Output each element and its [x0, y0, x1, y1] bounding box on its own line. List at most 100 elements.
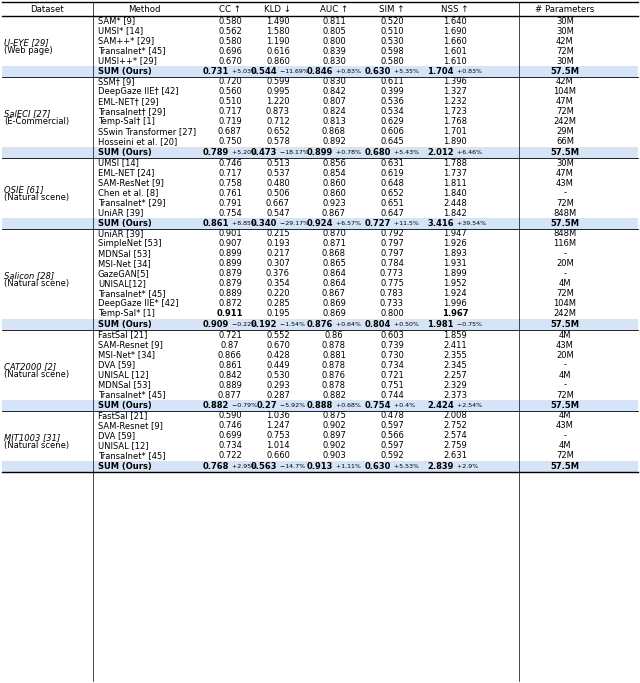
Text: 0.720: 0.720	[218, 77, 242, 87]
Text: Dataset: Dataset	[30, 5, 64, 14]
Text: −5.92%: −5.92%	[278, 403, 305, 408]
Text: 43M: 43M	[556, 341, 574, 350]
Text: 0.864: 0.864	[322, 279, 346, 288]
Text: 0.680: 0.680	[365, 148, 391, 157]
Text: 0.744: 0.744	[380, 391, 404, 400]
Text: −1.54%: −1.54%	[278, 322, 305, 327]
Text: 0.867: 0.867	[322, 208, 346, 217]
Text: 1.981: 1.981	[428, 320, 454, 329]
Text: 0.860: 0.860	[322, 189, 346, 197]
Text: 0.652: 0.652	[380, 189, 404, 197]
Text: +0.64%: +0.64%	[334, 322, 361, 327]
Text: 0.730: 0.730	[380, 350, 404, 359]
Text: 0.552: 0.552	[266, 331, 290, 339]
Text: 0.901: 0.901	[218, 229, 242, 238]
Text: 0.510: 0.510	[380, 27, 404, 36]
Text: SIM ↑: SIM ↑	[380, 5, 404, 14]
Text: 42M: 42M	[556, 36, 574, 46]
Text: 0.876: 0.876	[307, 320, 333, 329]
Bar	[2, 66, 638, 76]
Text: 0.354: 0.354	[266, 279, 290, 288]
Text: +0.50%: +0.50%	[392, 322, 419, 327]
Text: 0.872: 0.872	[218, 300, 242, 309]
Text: (E-Commercial): (E-Commercial)	[4, 117, 69, 126]
Text: 0.888: 0.888	[307, 401, 333, 410]
Text: 0.869: 0.869	[322, 309, 346, 318]
Text: 47M: 47M	[556, 169, 574, 178]
Text: +5.43%: +5.43%	[392, 150, 419, 155]
Text: +0.78%: +0.78%	[334, 150, 361, 155]
Text: 2.574: 2.574	[443, 432, 467, 441]
Text: DeepGaze IIE† [42]: DeepGaze IIE† [42]	[98, 87, 179, 96]
Text: SUM (Ours): SUM (Ours)	[98, 219, 152, 228]
Text: 0.193: 0.193	[266, 240, 290, 249]
Text: 0.603: 0.603	[380, 331, 404, 339]
Text: Transalnet* [45]: Transalnet* [45]	[98, 46, 166, 55]
Text: 0.376: 0.376	[266, 270, 290, 279]
Text: 2.411: 2.411	[443, 341, 467, 350]
Text: SUM (Ours): SUM (Ours)	[98, 401, 152, 410]
Text: +8.85%: +8.85%	[230, 221, 257, 226]
Text: OSIE [61]: OSIE [61]	[4, 185, 44, 194]
Text: 72M: 72M	[556, 46, 574, 55]
Text: 0.873: 0.873	[266, 107, 290, 117]
Text: 1.840: 1.840	[443, 189, 467, 197]
Text: 1.490: 1.490	[266, 16, 290, 25]
Text: 242M: 242M	[554, 117, 577, 126]
Text: NSS ↑: NSS ↑	[441, 5, 468, 14]
Text: SAM* [9]: SAM* [9]	[98, 16, 135, 25]
Text: +2.95%: +2.95%	[230, 464, 257, 469]
Text: 0.687: 0.687	[218, 128, 242, 137]
Text: 0.340: 0.340	[251, 219, 277, 228]
Text: 43M: 43M	[556, 178, 574, 188]
Text: SimpleNet [53]: SimpleNet [53]	[98, 240, 161, 249]
Text: 57.5M: 57.5M	[550, 401, 579, 410]
Text: 0.754: 0.754	[218, 208, 242, 217]
Text: 72M: 72M	[556, 107, 574, 117]
Text: 1.768: 1.768	[443, 117, 467, 126]
Text: 0.913: 0.913	[307, 462, 333, 471]
Text: 1.601: 1.601	[443, 46, 467, 55]
Text: +0.4%: +0.4%	[392, 403, 415, 408]
Text: SUM (Ours): SUM (Ours)	[98, 462, 152, 471]
Text: (Natural scene): (Natural scene)	[4, 193, 69, 202]
Text: 0.889: 0.889	[218, 380, 242, 389]
Text: 0.478: 0.478	[380, 411, 404, 421]
Text: 0.924: 0.924	[307, 219, 333, 228]
Text: 0.506: 0.506	[266, 189, 290, 197]
Text: 1.931: 1.931	[443, 260, 467, 268]
Text: 0.909: 0.909	[203, 320, 229, 329]
Text: -: -	[563, 432, 566, 441]
Text: 0.875: 0.875	[322, 411, 346, 421]
Text: 0.907: 0.907	[218, 240, 242, 249]
Text: 0.285: 0.285	[266, 300, 290, 309]
Text: 1.893: 1.893	[443, 249, 467, 258]
Text: 0.923: 0.923	[322, 199, 346, 208]
Text: +6.57%: +6.57%	[334, 221, 361, 226]
Text: 0.861: 0.861	[218, 361, 242, 370]
Text: 0.592: 0.592	[380, 451, 404, 460]
Text: 0.717: 0.717	[218, 169, 242, 178]
Text: 2.424: 2.424	[428, 401, 454, 410]
Text: 0.647: 0.647	[380, 208, 404, 217]
Text: 2.329: 2.329	[443, 380, 467, 389]
Text: +0.83%: +0.83%	[334, 69, 361, 74]
Text: 30M: 30M	[556, 57, 574, 66]
Text: 4M: 4M	[559, 441, 572, 451]
Text: 0.619: 0.619	[380, 169, 404, 178]
Text: 848M: 848M	[554, 208, 577, 217]
Text: EML-NET [24]: EML-NET [24]	[98, 169, 154, 178]
Text: 2.345: 2.345	[443, 361, 467, 370]
Text: 0.449: 0.449	[266, 361, 290, 370]
Text: Transalnet* [45]: Transalnet* [45]	[98, 391, 166, 400]
Text: 72M: 72M	[556, 391, 574, 400]
Text: −0.79%: −0.79%	[230, 403, 257, 408]
Text: 0.630: 0.630	[365, 462, 391, 471]
Text: 0.739: 0.739	[380, 341, 404, 350]
Text: 0.876: 0.876	[322, 370, 346, 380]
Text: Transalnet† [29]: Transalnet† [29]	[98, 107, 166, 117]
Text: 0.721: 0.721	[380, 370, 404, 380]
Text: 0.869: 0.869	[322, 300, 346, 309]
Text: 2.373: 2.373	[443, 391, 467, 400]
Text: 30M: 30M	[556, 16, 574, 25]
